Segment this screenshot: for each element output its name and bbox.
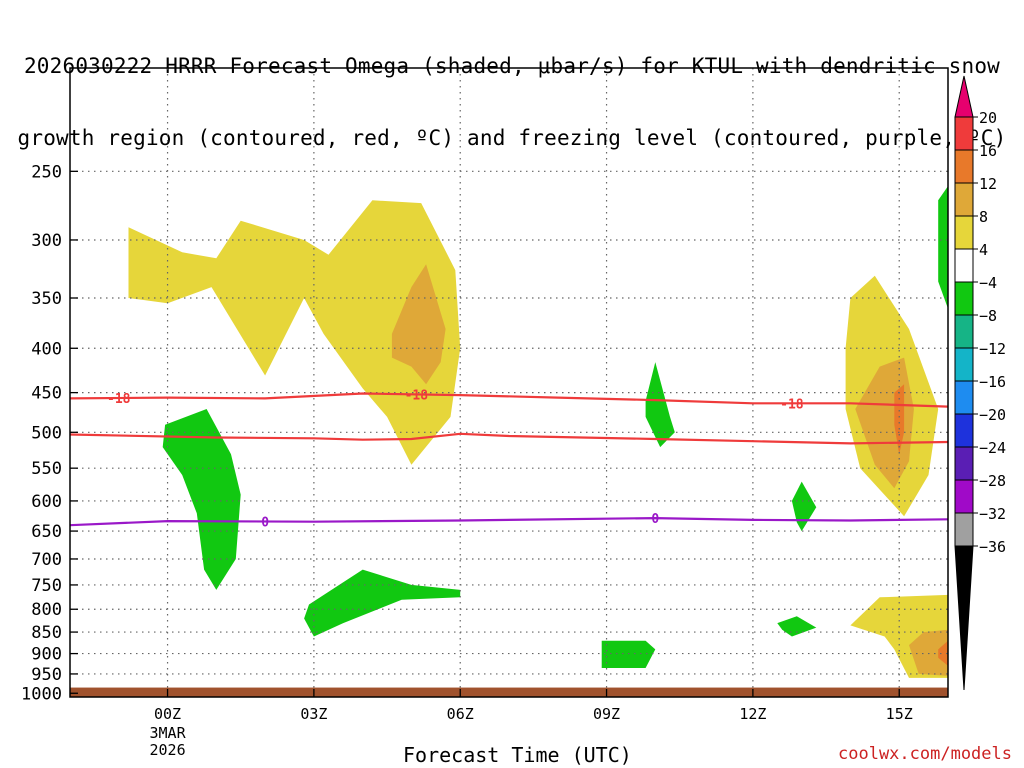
ground-layer [70,687,948,697]
axis-ticks: 2503003504004505005506006507007508008509… [21,162,913,759]
contour-label-dgz-top: -18 [780,397,804,412]
title-line-1: 2026030222 HRRR Forecast Omega (shaded, … [23,54,1001,78]
x-axis-label: Forecast Time (UTC) [403,743,632,767]
colorbar-label-8: 8 [979,208,988,226]
ground-fill [70,687,948,697]
colorbar-box [954,479,974,514]
colorbar-label--16: −16 [979,373,1006,391]
colorbar-box [954,314,974,349]
y-tick-label-950: 950 [31,665,62,685]
colorbar-label-20: 20 [979,109,997,127]
contour-freezing-level [69,516,949,527]
x-tick-label-12Z: 12Z [739,705,766,723]
omega-region-6 [601,640,656,668]
x-tick-label-06Z: 06Z [447,705,474,723]
y-tick-label-300: 300 [31,231,62,251]
colorbar-label--20: −20 [979,406,1006,424]
y-tick-label-750: 750 [31,576,62,596]
omega-colorbar: 20 16 12 8 4 −4 −8 −12 −16 −20 −24 −28 −32 −36 [954,75,1006,691]
colorbar-label-12: 12 [979,175,997,193]
x-tick-label-03Z: 03Z [300,705,327,723]
colorbar-label-4: 4 [979,241,988,259]
colorbar-top-arrow [954,75,974,118]
chart-title: 2026030222 HRRR Forecast Omega (shaded, … [0,6,1024,174]
x-date-label: 3MAR [149,724,186,742]
omega-region-3 [162,409,241,590]
y-tick-label-350: 350 [31,289,62,309]
contour-dgz-bottom [69,432,949,445]
plot-frame [69,67,949,698]
colorbar-box [954,248,974,283]
colorbar-box [954,215,974,250]
omega-region-4 [304,569,461,637]
omega-region-15 [938,640,948,666]
y-tick-label-450: 450 [31,384,62,404]
colorbar-bottom-arrow [954,545,974,691]
y-tick-label-500: 500 [31,423,62,443]
x-tick-label-15Z: 15Z [886,705,913,723]
plot-border [69,67,949,698]
contour-label-dgz-top: -18 [107,392,131,407]
contour-label-dgz-top: -18 [405,388,429,403]
omega-region-2 [391,264,446,385]
title-line-2: growth region (contoured, red, ºC) and f… [17,126,1007,150]
y-tick-label-800: 800 [31,600,62,620]
colorbar-box [954,281,974,316]
colorbar-label--12: −12 [979,340,1006,358]
contour-lines: -18 -18 -18 0 0 [69,388,949,530]
omega-region-8 [777,616,817,637]
y-tick-label-650: 650 [31,522,62,542]
colorbar-label--28: −28 [979,472,1006,490]
colorbar-box [954,380,974,415]
colorbar-box [954,116,974,151]
y-tick-label-850: 850 [31,623,62,643]
colorbar-box [954,149,974,184]
colorbar-label--4: −4 [979,274,997,292]
y-tick-label-550: 550 [31,459,62,479]
y-tick-label-700: 700 [31,550,62,570]
omega-region-9 [938,186,948,309]
omega-region-12 [894,384,905,455]
y-tick-label-1000: 1000 [21,684,62,704]
omega-shading [128,186,948,678]
contour-label-freezing-level: 0 [651,512,659,527]
grid-lines [70,68,948,697]
y-tick-label-600: 600 [31,492,62,512]
contour-dgz-top [69,392,949,408]
y-tick-label-900: 900 [31,645,62,665]
colorbar-label-16: 16 [979,142,997,160]
x-tick-label-00Z: 00Z [154,705,181,723]
colorbar-box [954,347,974,382]
watermark: coolwx.com/models [838,744,1012,764]
colorbar-label--32: −32 [979,505,1006,523]
y-tick-label-250: 250 [31,162,62,182]
omega-region-1 [128,200,461,465]
colorbar-box [954,413,974,448]
contour-label-freezing-level: 0 [261,515,269,530]
x-tick-label-09Z: 09Z [593,705,620,723]
y-tick-label-400: 400 [31,339,62,359]
omega-region-5 [645,362,675,448]
colorbar-label--24: −24 [979,439,1006,457]
omega-region-7 [791,481,817,532]
colorbar-box [954,512,974,547]
colorbar-box [954,182,974,217]
colorbar-label--36: −36 [979,538,1006,556]
omega-region-14 [909,629,948,676]
colorbar-box [954,446,974,481]
colorbar-label--8: −8 [979,307,997,325]
x-date-label: 2026 [149,741,185,759]
